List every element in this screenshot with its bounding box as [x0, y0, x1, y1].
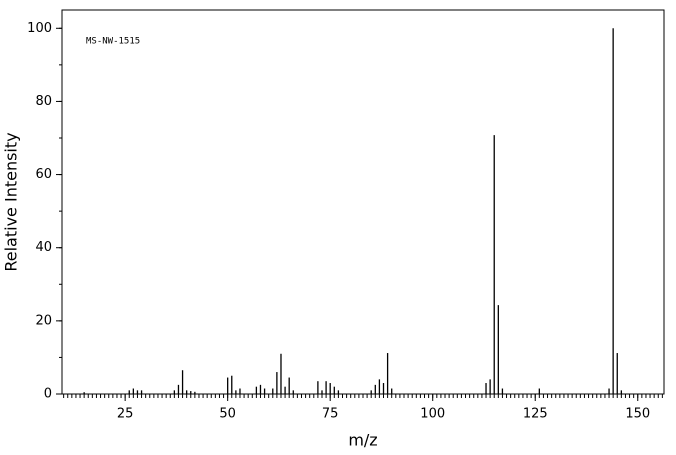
plot-frame	[61, 9, 665, 395]
x-tick-label: 25	[117, 407, 134, 422]
annotation: MS-NW-1515	[86, 37, 140, 47]
x-tick-label: 150	[625, 407, 650, 422]
y-tick-label: 100	[27, 21, 52, 36]
y-tick-label: 0	[44, 387, 52, 402]
y-tick-label: 80	[35, 94, 52, 109]
y-tick-label: 40	[35, 240, 52, 255]
y-tick-label: 60	[35, 167, 52, 182]
y-axis-title: Relative Intensity	[2, 132, 21, 271]
x-tick-label: 125	[523, 407, 548, 422]
y-tick-label: 20	[35, 313, 52, 328]
x-tick-label: 75	[322, 407, 339, 422]
x-tick-label: 50	[219, 407, 236, 422]
x-axis-title: m/z	[348, 431, 377, 450]
x-tick-label: 100	[420, 407, 445, 422]
